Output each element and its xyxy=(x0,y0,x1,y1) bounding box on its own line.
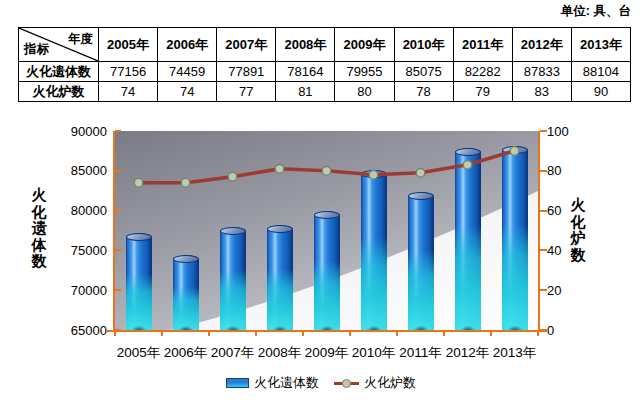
right-axis-label: 0 xyxy=(547,323,587,338)
right-axis-label: 20 xyxy=(547,283,587,298)
bottom-axis-tick xyxy=(302,332,304,336)
legend-label: 火化炉数 xyxy=(364,374,416,392)
bottom-axis-tick xyxy=(349,332,351,336)
legend-item-bodies: 火化遗体数 xyxy=(226,374,319,392)
bottom-axis-tick xyxy=(114,332,116,336)
right-axis-tick xyxy=(540,170,547,172)
legend-bar-swatch xyxy=(226,378,249,388)
left-axis-title: 火化遗体数 xyxy=(31,187,47,270)
right-axis-label: 40 xyxy=(547,243,587,258)
legend-label: 火化遗体数 xyxy=(254,374,319,392)
bottom-axis-tick xyxy=(490,332,492,336)
left-axis-label: 85000 xyxy=(55,163,107,178)
right-axis-label: 80 xyxy=(547,163,587,178)
left-axis-label: 70000 xyxy=(55,283,107,298)
bottom-axis-tick xyxy=(443,332,445,336)
bottom-axis-line xyxy=(107,330,547,332)
right-axis-label: 100 xyxy=(547,124,587,139)
left-axis-label: 80000 xyxy=(55,203,107,218)
right-axis-tick xyxy=(540,210,547,212)
right-axis-label: 60 xyxy=(547,203,587,218)
combo-chart: 火化遗体数 火化炉数 火化遗体数 火化炉数 650007000075000800… xyxy=(0,0,642,405)
left-axis-label: 90000 xyxy=(55,124,107,139)
legend-line-swatch xyxy=(334,378,359,389)
right-axis-tick xyxy=(540,289,547,291)
line-series xyxy=(115,131,538,330)
chart-legend: 火化遗体数 火化炉数 xyxy=(0,374,642,392)
right-axis-tick xyxy=(540,249,547,251)
x-axis-label: 2013年 xyxy=(485,344,545,362)
bottom-axis-tick xyxy=(208,332,210,336)
right-axis-tick xyxy=(540,130,547,132)
bottom-axis-tick xyxy=(255,332,257,336)
bottom-axis-tick xyxy=(396,332,398,336)
legend-item-furnaces: 火化炉数 xyxy=(334,374,416,392)
bottom-axis-tick xyxy=(537,332,539,336)
bottom-axis-tick xyxy=(161,332,163,336)
left-axis-label: 75000 xyxy=(55,243,107,258)
right-axis-tick xyxy=(540,329,547,331)
left-axis-label: 65000 xyxy=(55,323,107,338)
right-axis-line xyxy=(538,131,540,332)
page: 单位: 具、台 年度 指标 2005年 2006年 2007年 2008年 20… xyxy=(0,0,642,405)
